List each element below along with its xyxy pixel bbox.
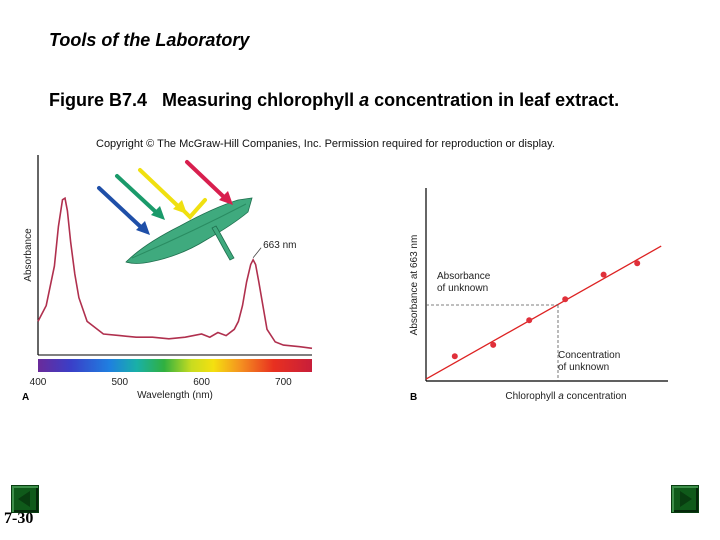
panel-b-x-label-italic: a: [558, 391, 564, 402]
panel-b-standard-curve: Absorbance at 663 nm Chlorophyll a conce…: [409, 188, 668, 403]
panel-b-x-label-pre: Chlorophyll: [505, 391, 558, 402]
figure-title: Figure B7.4 Measuring chlorophyll a conc…: [49, 90, 619, 111]
absorbance-unknown-label-1: Absorbance: [437, 271, 491, 282]
panel-a-x-label: Wavelength (nm): [137, 390, 213, 401]
leaf-stem-icon: [211, 225, 235, 261]
figure-label: Figure B7.4: [49, 90, 148, 110]
panel-a-absorption-spectrum: Absorbance Wavelength (nm) A 400 500 600 70…: [22, 155, 313, 403]
absorbance-unknown-label-2: of unknown: [437, 283, 488, 294]
light-arrows: [97, 160, 233, 235]
arrow-left-icon: [18, 491, 30, 507]
panel-a-y-label: Absorbance: [23, 228, 34, 282]
best-fit-line: [425, 245, 662, 380]
figure-caption-pre: Measuring chlorophyll: [162, 90, 360, 110]
x-tick-label-600: 600: [193, 377, 210, 388]
page-number: 7-30: [4, 510, 34, 527]
x-tick-label-500: 500: [111, 377, 128, 388]
data-point-2: [526, 317, 533, 324]
yellow-light-arrow-icon: [138, 168, 182, 210]
green-light-arrow-icon: [115, 174, 160, 216]
absorbance-curve: [37, 196, 313, 350]
figure-caption-post: concentration in leaf extract.: [369, 90, 620, 110]
yellow-reflected-arrow-icon: [181, 198, 207, 220]
data-point-1: [490, 341, 497, 348]
blue-arrowhead-icon: [136, 221, 150, 235]
blue-light-arrow-icon: [97, 186, 145, 231]
previous-slide-button[interactable]: [11, 485, 39, 513]
red-light-arrow-icon: [185, 160, 228, 201]
panel-b-x-label-post: concentration: [564, 391, 627, 402]
next-slide-button[interactable]: [671, 485, 699, 513]
concentration-unknown-label-1: Concentration: [558, 350, 620, 361]
panel-b-x-label: Chlorophyll a concentration: [505, 391, 626, 402]
visible-spectrum-bar: [38, 359, 312, 372]
data-point-3: [562, 296, 569, 303]
data-point-4: [600, 271, 607, 278]
data-points: [451, 260, 641, 360]
panel-a-label: A: [22, 392, 29, 403]
leaf-vein: [131, 203, 247, 259]
green-arrowhead-icon: [151, 206, 165, 220]
peak-leader-line: [252, 247, 262, 259]
red-arrowhead-icon: [219, 191, 233, 205]
x-tick-label-700: 700: [275, 377, 292, 388]
arrow-right-icon: [680, 491, 692, 507]
panel-b-label: B: [410, 392, 417, 403]
leaf-illustration: [125, 197, 253, 264]
panel-b-y-label: Absorbance at 663 nm: [409, 235, 420, 336]
data-point-0: [451, 353, 458, 360]
concentration-unknown-label-2: of unknown: [558, 362, 609, 373]
peak-label: 663 nm: [263, 240, 296, 251]
x-tick-label-400: 400: [30, 377, 47, 388]
copyright-notice: Copyright © The McGraw-Hill Companies, I…: [96, 138, 555, 150]
slide-title: Tools of the Laboratory: [49, 30, 250, 50]
data-point-5: [634, 260, 641, 267]
figure-caption-italic: a: [359, 90, 370, 110]
panel-a-tick-labels: 400 500 600 700: [30, 377, 292, 388]
